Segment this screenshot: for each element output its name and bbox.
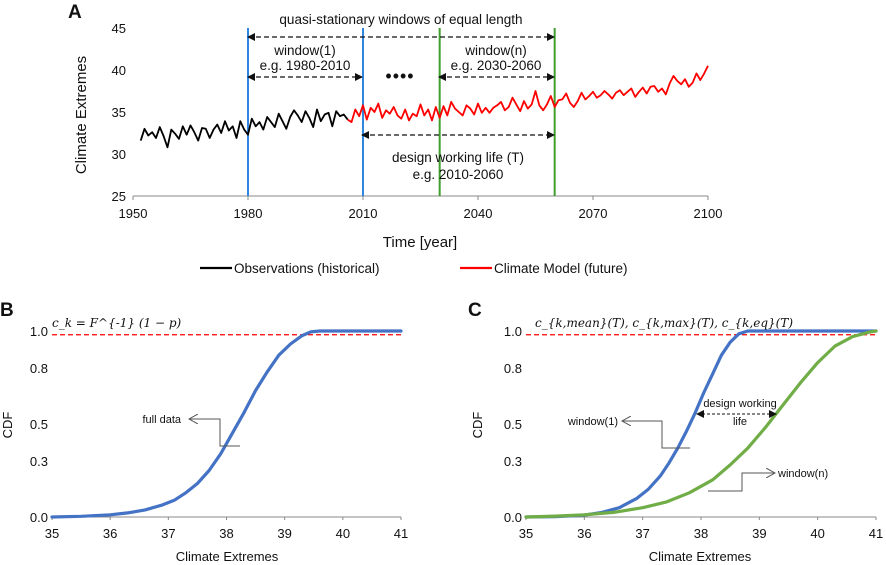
panel-letter-b: B [0, 300, 14, 321]
x-tick-label: 40 [336, 526, 350, 541]
panel-c-axes: 35 36 37 38 39 40 41 0.0 0.3 0.5 0.8 1.0 [504, 324, 883, 541]
annotation-design-life: design working life (T) [392, 150, 524, 165]
x-tick-label: 2100 [694, 206, 723, 221]
label-design-life: life [733, 416, 747, 428]
panel-a-xlabel: Time [year] [383, 234, 457, 251]
y-tick-label: 0.5 [504, 417, 522, 432]
panel-c: C c_{k,mean}(T), c_{k,max}(T), c_{k,eq}(… [468, 300, 883, 564]
label-window1: window(1) [567, 416, 618, 428]
panel-b: B c_k = F^{-1} (1 − p) CDF Climate Extre… [0, 300, 408, 564]
y-tick-label: 45 [112, 21, 126, 36]
label-windown: window(n) [777, 468, 828, 480]
panel-c-series [524, 329, 878, 519]
annotation-window1: window(1) [273, 43, 336, 58]
panel-letter-c: C [468, 300, 482, 321]
y-tick-label: 35 [112, 105, 126, 120]
panel-b-ylabel: CDF [0, 412, 15, 439]
label-design-working: design working [703, 398, 776, 410]
panel-c-formula: c_{k,mean}(T), c_{k,max}(T), c_{k,eq}(T) [535, 316, 793, 330]
x-tick-label: 2010 [349, 206, 378, 221]
x-tick-label: 36 [577, 526, 591, 541]
x-tick-label: 38 [219, 526, 233, 541]
x-tick-label: 35 [519, 526, 533, 541]
callout-windown [708, 473, 775, 492]
x-tick-label: 2070 [579, 206, 608, 221]
panel-b-series [50, 329, 403, 519]
x-tick-label: 41 [394, 526, 408, 541]
x-tick-label: 2040 [464, 206, 493, 221]
y-tick-label: 0.5 [30, 417, 48, 432]
x-tick-label: 37 [161, 526, 175, 541]
panel-c-xlabel: Climate Extremes [649, 549, 752, 564]
panel-b-xlabel: Climate Extremes [176, 549, 279, 564]
annotation-window1-years: e.g. 1980-2010 [260, 58, 351, 73]
x-tick-label: 37 [635, 526, 649, 541]
annotation-quasi-stationary: quasi-stationary windows of equal length [279, 12, 522, 27]
y-tick-label: 30 [112, 147, 126, 162]
panel-a-series [139, 65, 709, 149]
panel-b-axes: 35 36 37 38 39 40 41 0.0 0.3 0.5 0.8 1.0 [30, 324, 408, 541]
x-tick-label: 35 [45, 526, 59, 541]
x-tick-label: 39 [752, 526, 766, 541]
panel-letter-a: A [68, 2, 82, 23]
panel-a-axes: 1950 1980 2010 2040 2070 2100 25 30 35 40 45 [112, 21, 723, 221]
panel-a-window-lines [247, 28, 556, 196]
y-tick-label: 0.0 [30, 510, 48, 525]
y-tick-label: 0.3 [504, 454, 522, 469]
callout-window1 [622, 421, 690, 449]
cdf-curve-window-n- [524, 329, 878, 519]
panel-c-ylabel: CDF [470, 412, 485, 439]
callout-full-data [189, 419, 240, 447]
x-tick-label: 36 [103, 526, 117, 541]
y-tick-label: 0.8 [504, 361, 522, 376]
x-tick-label: 1950 [119, 206, 148, 221]
y-tick-label: 40 [112, 63, 126, 78]
y-tick-label: 0.3 [30, 454, 48, 469]
panel-a-ylabel: Climate Extremes [73, 56, 90, 174]
legend-label-model: Climate Model (future) [494, 261, 628, 276]
series-climate-model [347, 65, 709, 123]
y-tick-label: 0.0 [504, 510, 522, 525]
x-tick-label: 41 [869, 526, 883, 541]
y-tick-label: 1.0 [504, 324, 522, 339]
legend-label-observations: Observations (historical) [234, 261, 380, 276]
panel-a: A Climate Extremes Time [year] 1950 1980 2… [68, 2, 722, 251]
panel-a-arrows [247, 33, 555, 139]
annotation-windown-years: e.g. 2030-2060 [451, 58, 542, 73]
label-full-data: full data [142, 414, 181, 426]
x-tick-label: 1980 [234, 206, 263, 221]
panel-b-formula: c_k = F^{-1} (1 − p) [52, 316, 182, 330]
legend: Observations (historical) Climate Model … [200, 261, 628, 276]
x-tick-label: 39 [277, 526, 291, 541]
annotation-windown: window(n) [464, 43, 527, 58]
x-tick-label: 40 [810, 526, 824, 541]
y-tick-label: 25 [112, 189, 126, 204]
y-tick-label: 1.0 [30, 324, 48, 339]
x-tick-label: 38 [694, 526, 708, 541]
annotation-design-years: e.g. 2010-2060 [413, 167, 504, 182]
series-observations [139, 108, 349, 149]
cdf-curve-full-data [50, 329, 403, 519]
annotation-dots: •••• [385, 66, 414, 86]
y-tick-label: 0.8 [30, 361, 48, 376]
